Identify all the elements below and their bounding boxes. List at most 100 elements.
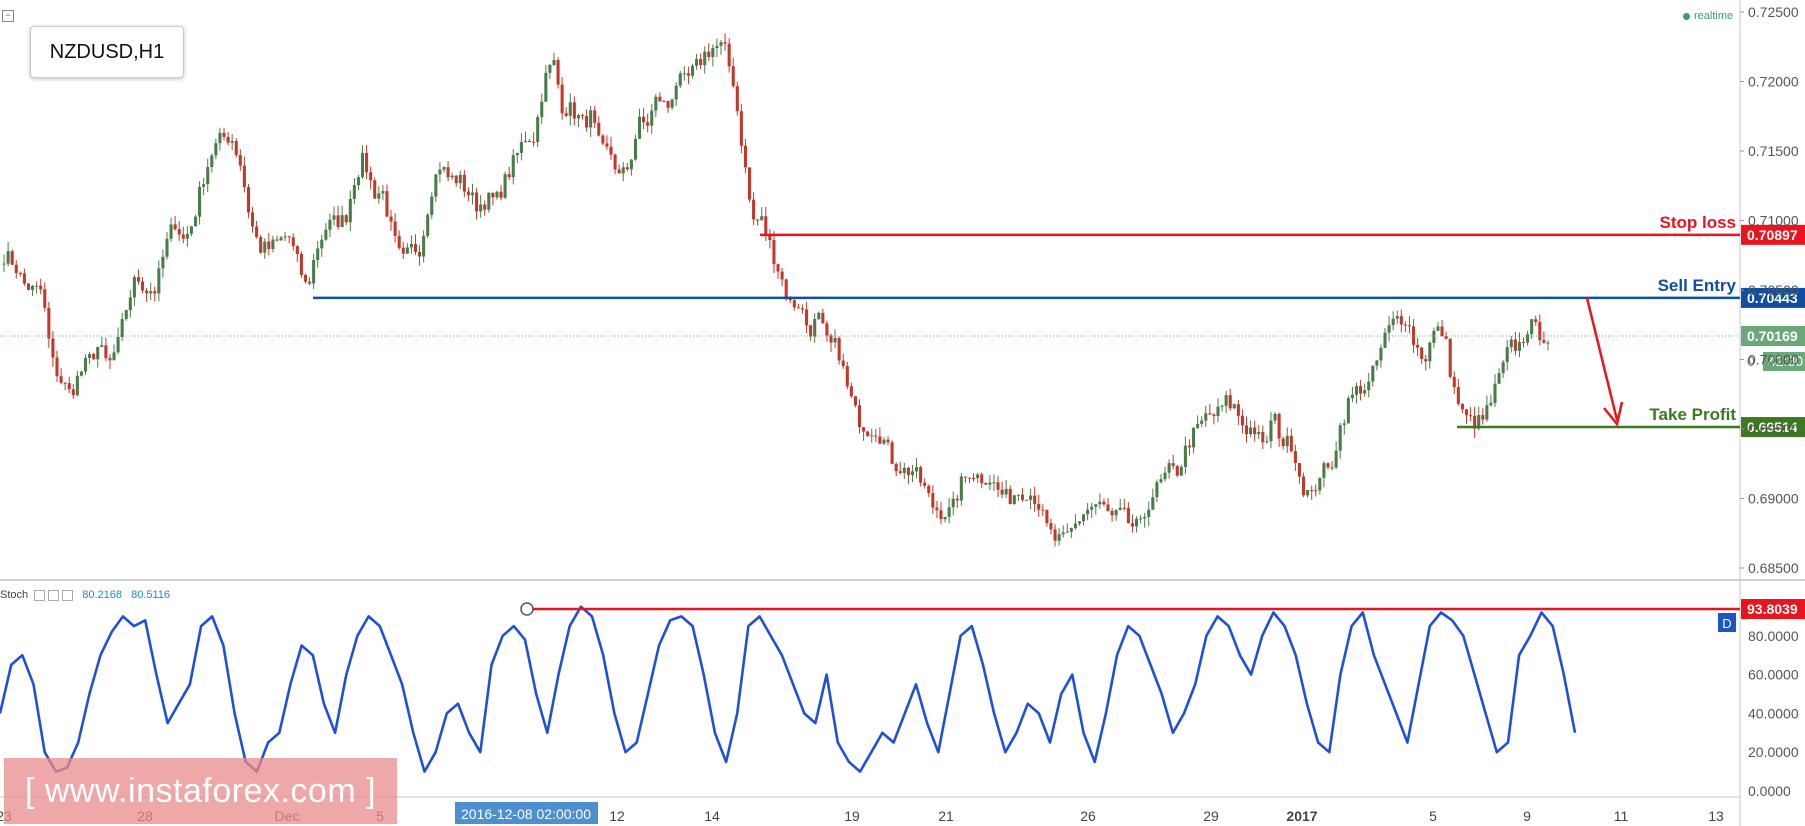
candle-body <box>499 191 503 198</box>
candle-body <box>14 264 18 274</box>
candle-body <box>1204 413 1208 421</box>
symbol-label[interactable]: NZDUSD,H1 <box>30 26 184 78</box>
candle-body <box>381 191 385 194</box>
candle-body <box>1240 415 1244 426</box>
candle-body <box>1371 365 1375 382</box>
candle-body <box>1179 466 1183 476</box>
candle-body <box>1134 518 1139 527</box>
candle-body <box>438 169 442 175</box>
axes-layer: 0.72500 0.72000 0.71500 0.71000 0.70500 0.700… <box>0 4 1799 824</box>
candle-body <box>462 174 466 192</box>
candle-body <box>401 247 405 254</box>
candle-body <box>1314 490 1318 492</box>
candle-body <box>715 45 719 48</box>
candle-body <box>984 483 988 485</box>
candle-body <box>1098 501 1102 505</box>
candle-body <box>768 234 772 241</box>
candle-body <box>426 214 430 236</box>
candle-body <box>495 191 499 198</box>
candle-body <box>100 345 104 347</box>
candle-body <box>1102 501 1106 505</box>
settings-icon[interactable] <box>34 589 46 601</box>
candle-body <box>976 474 980 479</box>
candle-body <box>1493 383 1497 403</box>
candle-body <box>580 115 585 117</box>
candle-body <box>479 204 483 212</box>
candle-body <box>1049 523 1053 530</box>
d-badge-box <box>1718 613 1736 632</box>
candle-body <box>1118 507 1122 511</box>
candle-body <box>605 143 609 147</box>
visibility-icon[interactable] <box>48 589 60 601</box>
candle-body <box>83 357 88 372</box>
candle-body <box>1122 507 1126 509</box>
candle-body <box>104 345 108 359</box>
candle-body <box>418 252 422 257</box>
candle-body <box>198 186 202 217</box>
candle-body <box>727 43 731 67</box>
current-price-box <box>1741 326 1805 347</box>
candle-body <box>96 346 100 360</box>
candle-body <box>719 42 723 46</box>
candle-body <box>356 177 360 186</box>
candle-body <box>75 375 79 396</box>
candle-body <box>1045 510 1049 524</box>
collapse-icon[interactable]: − <box>2 10 14 22</box>
candle-body <box>523 140 528 143</box>
candle-body <box>528 140 532 142</box>
candle-body <box>519 142 523 153</box>
candle-body <box>772 240 776 265</box>
candle-body <box>1253 427 1257 435</box>
price-tick-label: 0.69000 <box>1748 491 1799 507</box>
countdown-box <box>1763 352 1805 372</box>
level-price-label-2: 0.69514 <box>1747 419 1798 435</box>
candle-body <box>214 143 218 156</box>
candle-body <box>360 152 365 178</box>
candle-body <box>405 247 409 254</box>
candle-body <box>1183 445 1187 467</box>
candle-body <box>153 291 157 294</box>
stoch-tick-label: 40.0000 <box>1748 705 1799 721</box>
candle-body <box>193 216 198 227</box>
price-tick-label: 0.69500 <box>1748 421 1799 437</box>
candle-body <box>1163 472 1167 480</box>
levels-layer: Stop loss 0.70897 Sell Entry 0.70443 Take Pr… <box>0 213 1805 438</box>
candle-body <box>1350 394 1354 399</box>
candle-body <box>1082 514 1086 522</box>
candle-body <box>695 59 699 66</box>
candle-body <box>882 439 886 444</box>
candle-body <box>760 216 764 221</box>
candle-body <box>662 100 666 102</box>
candle-body <box>601 135 605 144</box>
candle-body <box>165 238 169 257</box>
candle-body <box>1359 386 1363 394</box>
candle-body <box>365 152 369 173</box>
close-icon[interactable] <box>62 589 74 601</box>
candle-body <box>1367 381 1371 391</box>
price-tick-label: 0.70500 <box>1748 282 1799 298</box>
candle-body <box>507 174 511 178</box>
candle-body <box>177 229 181 235</box>
candle-body <box>874 435 878 437</box>
candle-body <box>906 467 910 475</box>
level-price-label-0: 0.70897 <box>1747 227 1798 243</box>
stoch-name[interactable]: Stoch <box>0 589 29 601</box>
candle-body <box>890 442 894 464</box>
candle-body <box>397 235 401 248</box>
candle-body <box>963 476 967 478</box>
candle-body <box>1489 402 1493 406</box>
candle-body <box>857 405 862 428</box>
price-tick-label: 0.68500 <box>1748 560 1799 576</box>
candle-body <box>430 196 434 215</box>
time-tick-label: 26 <box>1080 808 1096 824</box>
time-tick-label: 11 <box>1614 808 1629 824</box>
candle-body <box>699 59 703 66</box>
candle-body <box>51 338 55 358</box>
candle-body <box>222 132 226 137</box>
candle-body <box>1452 376 1456 388</box>
candle-body <box>1322 463 1326 478</box>
candle-body <box>189 226 193 234</box>
candle-body <box>1501 362 1505 374</box>
